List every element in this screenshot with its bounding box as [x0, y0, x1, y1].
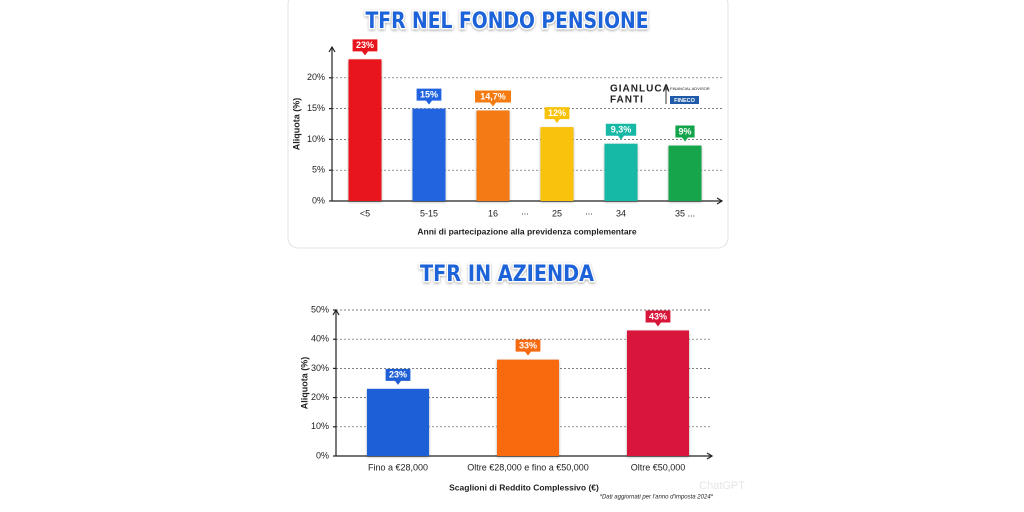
- data-label: 23%: [389, 370, 407, 380]
- chart-title: TFR IN AZIENDA: [420, 262, 594, 287]
- data-label: 12%: [548, 108, 566, 118]
- logo-brand: FINECO: [674, 98, 696, 104]
- data-label-box: [675, 125, 695, 142]
- bar: [540, 127, 574, 201]
- data-label-box: [416, 88, 442, 105]
- data-label-box: [645, 310, 671, 327]
- bar: [367, 388, 429, 456]
- logo-name: FANTI: [610, 95, 644, 106]
- y-tick-label: 40%: [311, 334, 329, 344]
- y-tick-label: 20%: [307, 72, 325, 82]
- chart-title: TFR NEL FONDO PENSIONE: [366, 9, 649, 34]
- bar: [668, 145, 702, 201]
- axis-arrow: [328, 45, 336, 53]
- data-label-box: [352, 39, 378, 56]
- bar: [412, 108, 446, 201]
- data-label-box: [475, 90, 511, 107]
- y-tick-label: 30%: [311, 363, 329, 373]
- x-tick-label: Oltre €50,000: [631, 462, 686, 472]
- bar: [627, 330, 689, 456]
- x-tick-label: 35 ...: [675, 208, 695, 218]
- data-label-box: [385, 368, 411, 385]
- logo-role: FINANCIAL ADVISOR: [670, 86, 710, 91]
- x-tick-label: 34: [616, 208, 626, 218]
- y-tick-label: 0%: [316, 450, 329, 460]
- x-tick-label: <5: [360, 208, 370, 218]
- data-label-box: [515, 339, 541, 356]
- data-label: 14,7%: [480, 91, 506, 101]
- watermark: ChatGPT: [699, 480, 745, 492]
- footnote: *Dati aggiornati per l'anno d'imposta 20…: [600, 495, 714, 501]
- logo: GIANLUCA FANTI FINANCIAL ADVISOR FINECO: [610, 84, 710, 106]
- x-tick-label: 5-15: [420, 208, 438, 218]
- x-tick-label: Oltre €28,000 e fino a €50,000: [467, 462, 589, 472]
- y-tick-label: 10%: [307, 134, 325, 144]
- x-gap-label: ...: [585, 206, 593, 216]
- data-label: 9%: [678, 126, 691, 136]
- y-tick-label: 50%: [311, 304, 329, 314]
- y-tick-label: 10%: [311, 421, 329, 431]
- x-axis-label: Scaglioni di Reddito Complessivo (€): [449, 482, 599, 492]
- logo-badge: [670, 96, 699, 104]
- data-label: 33%: [519, 341, 537, 351]
- x-gap-label: ...: [521, 206, 529, 216]
- y-tick-label: 15%: [307, 103, 325, 113]
- bar: [604, 143, 638, 201]
- x-tick-label: 25: [552, 208, 562, 218]
- data-label: 43%: [649, 311, 667, 321]
- bar: [497, 359, 559, 456]
- logo-name: GIANLUCA: [610, 84, 671, 95]
- data-label: 9,3%: [611, 125, 632, 135]
- data-label-box: [605, 123, 637, 140]
- x-axis-label: Anni di partecipazione alla previdenza c…: [417, 226, 636, 236]
- bar: [476, 110, 510, 201]
- x-tick-label: Fino a €28,000: [368, 462, 428, 472]
- data-label-box: [544, 107, 570, 124]
- x-tick-label: 16: [488, 208, 498, 218]
- y-axis-label: Aliquota (%): [299, 357, 309, 410]
- data-label: 15%: [420, 89, 438, 99]
- data-label: 23%: [356, 40, 374, 50]
- y-tick-label: 20%: [311, 392, 329, 402]
- axis-arrow: [706, 452, 714, 460]
- axis-arrow: [332, 308, 340, 316]
- axis-arrow: [716, 197, 724, 205]
- y-axis-label: Aliquota (%): [291, 98, 301, 151]
- y-tick-label: 0%: [312, 195, 325, 205]
- y-tick-label: 5%: [312, 165, 325, 175]
- bar: [348, 59, 382, 201]
